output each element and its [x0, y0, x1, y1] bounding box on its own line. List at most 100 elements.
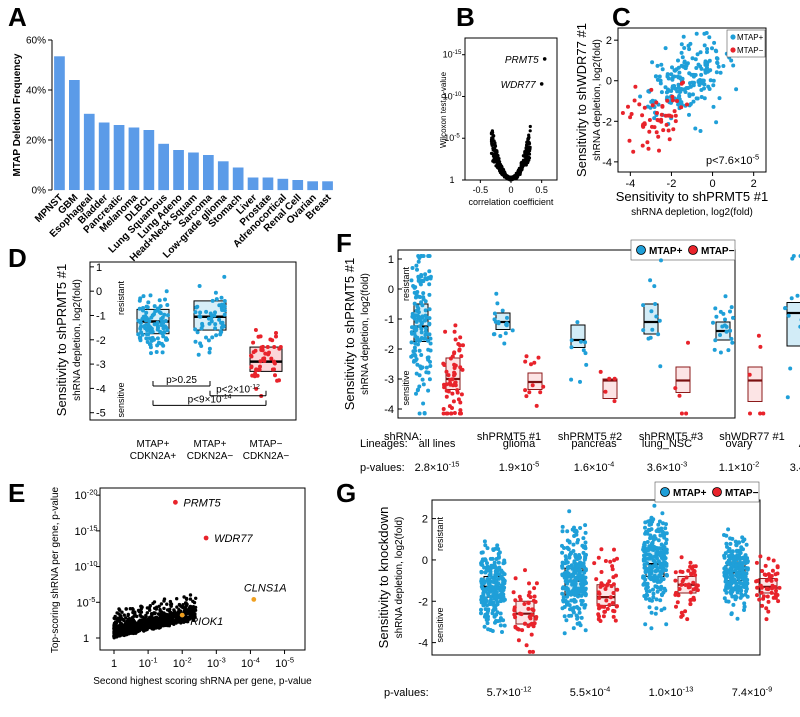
e-hit-label: WDR77: [214, 533, 253, 545]
f-point: [659, 258, 663, 263]
g-point: [730, 549, 735, 554]
panel-label-f: F: [336, 228, 352, 258]
d-point: [145, 340, 150, 344]
f-point: [646, 336, 651, 341]
e-gene-point: [188, 597, 193, 601]
g-point: [481, 603, 486, 608]
c-mtap-neg-point: [670, 94, 675, 99]
d-point: [152, 322, 157, 327]
d-point: [222, 304, 227, 308]
f-point: [641, 303, 646, 308]
d-point: [165, 337, 169, 342]
c-mtap-pos-point: [693, 126, 698, 131]
f-point: [416, 310, 421, 315]
e-gene-point: [176, 612, 180, 617]
b-gene-point: [491, 154, 496, 158]
panel-label-e: E: [8, 478, 26, 508]
e-gene-point: [134, 630, 138, 635]
b-hit-label: PRMT5: [505, 55, 539, 66]
e-y-tick-label: 10-15: [74, 523, 97, 537]
e-gene-point: [149, 612, 154, 616]
f-point: [448, 377, 453, 382]
g-point: [577, 587, 582, 592]
f-point: [677, 393, 682, 398]
g-point: [653, 611, 658, 616]
b-x-tick-label: -0.5: [473, 185, 489, 195]
g-point: [664, 622, 669, 627]
e-gene-point: [174, 621, 178, 625]
e-gene-point: [133, 610, 137, 615]
g-point: [582, 570, 587, 575]
g-legend-mtap-pos-marker: [660, 487, 670, 497]
b-gene-point: [489, 132, 493, 136]
g-point: [774, 577, 779, 582]
f-point: [603, 389, 608, 394]
e-gene-point: [113, 630, 118, 634]
f-point: [456, 397, 461, 402]
f-point: [726, 348, 731, 353]
f-point: [428, 364, 433, 368]
g-point: [686, 568, 691, 573]
f-point: [653, 302, 658, 306]
c-mtap-neg-point: [641, 122, 646, 127]
a-bar: [188, 152, 199, 190]
d-point: [270, 367, 275, 372]
d-point: [155, 320, 160, 325]
g-point: [734, 566, 739, 571]
c-p-value: p<7.6×10-5: [706, 153, 759, 167]
e-gene-point: [154, 617, 158, 621]
d-point: [153, 309, 158, 314]
f-point: [452, 411, 457, 415]
d-comparison-2-label: p<2×10-12: [216, 384, 260, 396]
f-point: [448, 381, 452, 385]
g-point: [654, 606, 659, 611]
e-gene-point: [139, 604, 143, 608]
b-gene-point: [503, 170, 507, 174]
e-gene-point: [158, 619, 162, 623]
d-point: [204, 335, 208, 340]
d-point: [144, 310, 149, 315]
g-point: [598, 619, 603, 623]
g-point: [501, 580, 506, 585]
f-point: [523, 359, 528, 364]
f-point: [496, 321, 501, 326]
g-point: [684, 575, 689, 580]
c-mtap-pos-point: [698, 50, 703, 55]
g-point: [530, 612, 535, 617]
g-point: [745, 594, 750, 599]
g-point: [498, 611, 503, 616]
d-group-label-line2: CDKN2A−: [187, 451, 234, 462]
e-gene-point: [120, 610, 124, 614]
g-point: [484, 599, 489, 603]
a-y-tick-label: 40%: [26, 86, 46, 97]
f-point: [422, 411, 427, 416]
g-point: [770, 568, 775, 573]
d-group-label-line1: MTAP+: [137, 439, 170, 450]
f-point: [718, 309, 723, 314]
c-mtap-neg-point: [656, 134, 661, 139]
g-point: [522, 602, 527, 606]
e-gene-point: [158, 623, 162, 627]
g-point: [774, 588, 778, 593]
d-point: [163, 297, 167, 302]
b-y-axis-label: Wilcoxon test p-value: [439, 71, 448, 148]
f-point: [417, 348, 422, 353]
d-point: [213, 322, 218, 327]
g-point: [658, 598, 663, 603]
b-gene-point: [508, 176, 512, 180]
c-mtap-neg-point: [628, 115, 633, 120]
panel-d: 1 0 -1 -2 -3 -4 -5 Sensitivity to shPRMT5 #1 shR…: [54, 261, 297, 462]
c-mtap-pos-point: [679, 50, 684, 55]
d-point: [222, 308, 227, 313]
f-point: [425, 277, 429, 282]
d-point: [163, 319, 168, 323]
d-y-tick-label: -1: [96, 310, 106, 322]
g-point: [643, 582, 648, 587]
g-point: [565, 546, 570, 551]
c-mtap-neg-point: [626, 104, 630, 109]
e-gene-point: [142, 626, 146, 630]
g-point: [571, 626, 576, 631]
g-point: [561, 595, 566, 600]
f-point: [419, 300, 424, 305]
g-point: [742, 608, 746, 612]
